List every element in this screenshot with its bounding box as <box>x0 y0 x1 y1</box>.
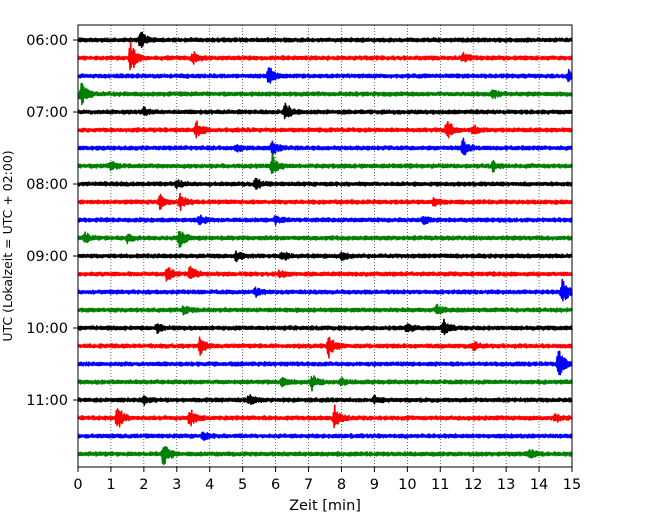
trace-line <box>77 214 573 226</box>
y-tick-label: 08:00 <box>26 177 68 193</box>
trace-line <box>77 153 573 174</box>
x-tick-label: 12 <box>464 477 482 493</box>
trace-line <box>77 102 573 120</box>
x-tick-label: 11 <box>431 477 449 493</box>
trace-line <box>77 318 573 336</box>
trace-line <box>77 393 573 407</box>
trace-line <box>77 350 573 376</box>
trace-line <box>77 303 573 316</box>
trace-line <box>77 137 573 156</box>
x-axis-label: Zeit [min] <box>289 498 361 514</box>
trace-line <box>77 278 573 302</box>
trace-line <box>77 82 573 106</box>
x-tick-label: 7 <box>304 477 313 493</box>
y-tick-label: 09:00 <box>26 249 68 265</box>
y-tick-label: 07:00 <box>26 105 68 121</box>
trace-line <box>77 431 573 442</box>
y-axis-label: UTC (Lokalzeit = UTC + 02:00) <box>0 150 15 341</box>
trace-line <box>77 31 573 49</box>
plot-frame <box>77 24 573 468</box>
x-tick-label: 0 <box>73 477 82 493</box>
traces <box>77 31 573 466</box>
trace-line <box>77 41 573 71</box>
x-tick-label: 15 <box>563 477 581 493</box>
x-tick-label: 10 <box>398 477 416 493</box>
x-ticks: 0 1 2 3 4 5 6 7 8 9 10 11 12 13 14 15 <box>73 467 581 493</box>
trace-line <box>77 265 573 282</box>
trace-line <box>77 336 573 359</box>
x-tick-label: 3 <box>172 477 181 493</box>
trace-line <box>77 445 573 466</box>
trace-line <box>77 250 573 263</box>
trace-line <box>77 120 573 139</box>
y-tick-label: 11:00 <box>26 393 68 409</box>
y-tick-label: 06:00 <box>26 33 68 49</box>
trace-line <box>77 404 573 429</box>
x-tick-label: 9 <box>370 477 379 493</box>
x-tick-label: 4 <box>205 477 214 493</box>
trace-line <box>77 230 573 248</box>
trace-line <box>77 177 573 191</box>
x-tick-label: 14 <box>530 477 548 493</box>
trace-line <box>77 67 573 84</box>
x-tick-label: 13 <box>497 477 515 493</box>
y-tick-label: 10:00 <box>26 321 68 337</box>
x-tick-label: 5 <box>238 477 247 493</box>
x-tick-label: 6 <box>271 477 280 493</box>
x-tick-label: 8 <box>337 477 346 493</box>
trace-line <box>77 375 573 392</box>
x-tick-label: 1 <box>106 477 115 493</box>
trace-line <box>77 192 573 212</box>
y-ticks: 06:00 07:00 08:00 09:00 10:00 11:00 <box>26 33 78 409</box>
x-tick-label: 2 <box>139 477 148 493</box>
